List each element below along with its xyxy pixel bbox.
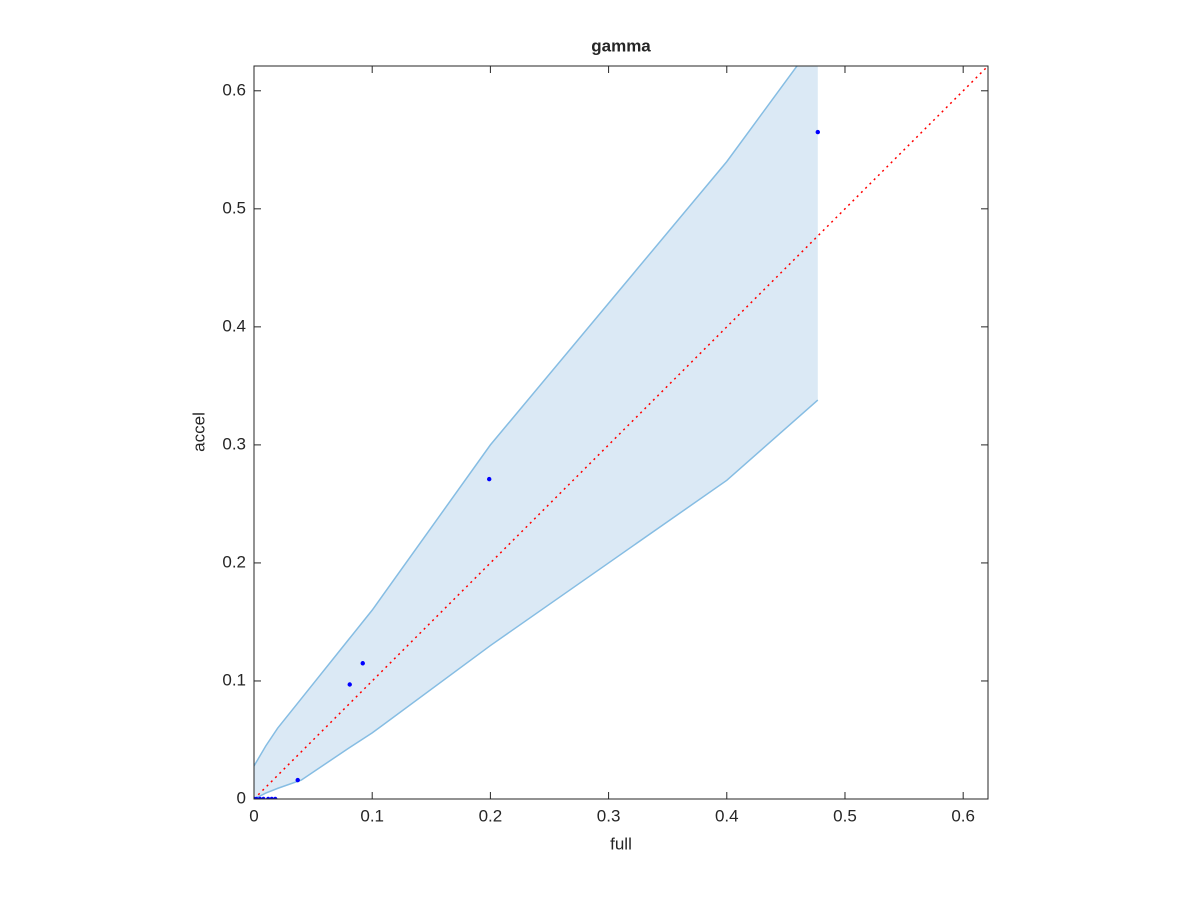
y-tick-label: 0 [237, 788, 246, 807]
y-tick-label: 0.2 [222, 552, 246, 571]
data-point [487, 476, 492, 482]
x-tick-label: 0.4 [715, 806, 739, 825]
data-point [261, 796, 266, 799]
reference-line [254, 66, 988, 799]
y-tick-label: 0.3 [222, 434, 246, 453]
axes-box [253, 65, 989, 800]
y-tick-label: 0.5 [222, 198, 246, 217]
x-tick-label: 0.6 [951, 806, 975, 825]
data-point [815, 129, 820, 135]
band-lower-edge [254, 399, 819, 799]
x-tick-label: 0.1 [360, 806, 384, 825]
x-tick-label: 0.2 [479, 806, 503, 825]
data-point [347, 682, 352, 687]
x-tick-label: 0 [249, 806, 258, 825]
plot-area [254, 66, 988, 799]
y-tick-label: 0.4 [222, 316, 246, 335]
data-point [273, 796, 278, 799]
x-axis-label: full [610, 834, 632, 853]
data-point [295, 777, 300, 783]
data-point [269, 796, 274, 799]
band-area [254, 66, 818, 799]
data-point [265, 796, 271, 799]
chart-title: gamma [591, 36, 651, 55]
x-tick-label: 0.5 [833, 806, 857, 825]
y-tick-label: 0.6 [222, 80, 246, 99]
y-tick-label: 0.1 [222, 670, 246, 689]
data-point [257, 796, 263, 799]
data-point [360, 661, 365, 666]
data-point [254, 796, 259, 799]
band-upper-edge [254, 66, 798, 767]
y-axis-label: accel [189, 412, 208, 452]
x-tick-label: 0.3 [597, 806, 621, 825]
